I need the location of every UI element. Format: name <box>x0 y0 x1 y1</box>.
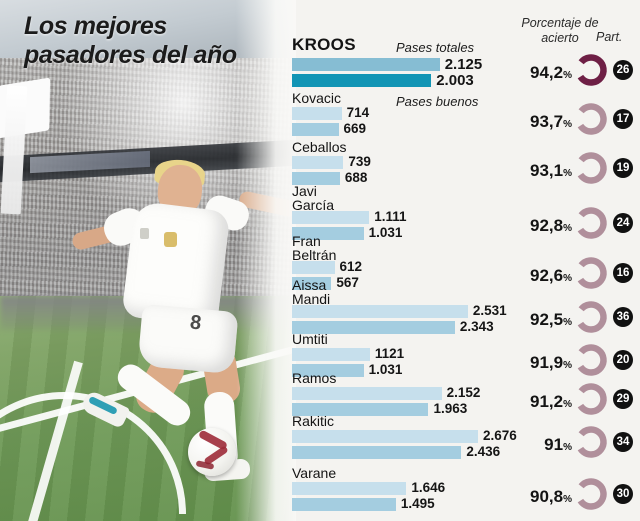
value-good-passes: 1.495 <box>400 496 435 511</box>
bar-total-passes <box>292 58 440 71</box>
player-name: Aissa Mandi <box>292 277 331 307</box>
value-total-passes: 2.676 <box>483 428 517 443</box>
value-total-passes: 714 <box>346 105 370 120</box>
participation-badge: 20 <box>613 350 633 370</box>
bar-good-passes <box>292 498 396 511</box>
page-title: Los mejores pasadores del año <box>24 12 237 69</box>
value-total-passes: 1.646 <box>411 480 446 495</box>
participation-badge: 24 <box>613 213 633 233</box>
value-total-passes: 612 <box>339 259 363 274</box>
bar-total-passes <box>292 211 370 224</box>
accuracy-donut <box>575 152 607 184</box>
value-total-passes: 739 <box>348 154 371 169</box>
bar-good-passes <box>292 277 332 290</box>
participation-badge: 26 <box>613 60 633 80</box>
accuracy-percent: 92,5% <box>530 310 572 329</box>
value-good-passes: 2.343 <box>459 319 494 334</box>
accuracy-percent: 92,6% <box>530 266 572 285</box>
accuracy-percent: 93,7% <box>530 112 572 131</box>
accuracy-donut <box>575 257 607 289</box>
participation-badge: 34 <box>613 432 633 452</box>
bar-good-passes <box>292 364 364 377</box>
accuracy-percent: 91% <box>544 435 572 454</box>
bar-total-passes <box>292 430 478 443</box>
accuracy-percent: 92,8% <box>530 216 572 235</box>
participation-badge: 16 <box>613 263 633 283</box>
photo-fade-overlay <box>236 0 296 521</box>
value-good-passes: 688 <box>344 170 368 185</box>
value-good-passes: 2.436 <box>466 444 501 459</box>
bar-good-passes <box>292 403 429 416</box>
value-total-passes: 1121 <box>374 346 405 361</box>
bar-total-passes <box>292 482 407 495</box>
bar-total-passes <box>292 107 342 120</box>
value-total-passes: 2.125 <box>444 56 483 73</box>
accuracy-donut <box>575 103 607 135</box>
player-name: Rakitic <box>292 413 335 429</box>
value-good-passes: 1.031 <box>368 225 403 240</box>
value-total-passes: 2.531 <box>472 303 507 318</box>
bar-total-passes <box>292 387 442 400</box>
accuracy-percent: 91,2% <box>530 392 572 411</box>
accuracy-donut <box>575 383 607 415</box>
player-name: KROOS <box>292 35 356 54</box>
bar-good-passes <box>292 123 339 136</box>
bar-good-passes <box>292 321 455 334</box>
legend-total-passes: Pases totales <box>396 40 475 55</box>
column-header-part: Part. <box>596 30 623 44</box>
value-total-passes: 1.111 <box>374 209 407 224</box>
participation-badge: 29 <box>613 389 633 409</box>
column-header-percent: Porcentaje de acierto <box>521 16 599 45</box>
value-good-passes: 1.031 <box>368 362 403 377</box>
legend-good-passes: Pases buenos <box>396 94 479 109</box>
accuracy-donut <box>575 54 607 86</box>
bar-good-passes <box>292 446 462 459</box>
player-name: Varane <box>292 465 337 481</box>
value-good-passes: 669 <box>343 121 367 136</box>
player-shorts <box>137 303 239 375</box>
player-name: Ramos <box>292 370 337 386</box>
participation-badge: 17 <box>613 109 633 129</box>
value-total-passes: 2.152 <box>446 385 481 400</box>
participation-badge: 30 <box>613 484 633 504</box>
participation-badge: 19 <box>613 158 633 178</box>
club-crest <box>164 232 177 247</box>
accuracy-percent: 90,8% <box>530 487 572 506</box>
accuracy-donut <box>575 344 607 376</box>
player-name: Fran Beltrán <box>292 233 337 263</box>
bar-good-passes <box>292 227 364 240</box>
bar-total-passes <box>292 156 344 169</box>
accuracy-percent: 91,9% <box>530 353 572 372</box>
bar-total-passes <box>292 348 370 361</box>
player-name: Umtiti <box>292 331 328 347</box>
value-good-passes: 567 <box>336 275 359 290</box>
player-name: Ceballos <box>292 139 347 155</box>
bar-good-passes <box>292 74 432 87</box>
accuracy-donut <box>575 478 607 510</box>
bar-good-passes <box>292 172 340 185</box>
accuracy-donut <box>575 426 607 458</box>
participation-badge: 36 <box>613 307 633 327</box>
value-good-passes: 2.003 <box>436 72 474 89</box>
accuracy-percent: 94,2% <box>530 63 572 82</box>
accuracy-percent: 93,1% <box>530 161 572 180</box>
bar-total-passes <box>292 305 468 318</box>
sleeve-badge <box>140 228 149 239</box>
player-photo: 8 <box>0 0 296 521</box>
value-good-passes: 1.963 <box>433 401 468 416</box>
bar-total-passes <box>292 261 335 274</box>
accuracy-donut <box>575 301 607 333</box>
player-name: Javi García <box>292 183 335 213</box>
accuracy-donut <box>575 207 607 239</box>
player-name: Kovacic <box>292 90 342 106</box>
